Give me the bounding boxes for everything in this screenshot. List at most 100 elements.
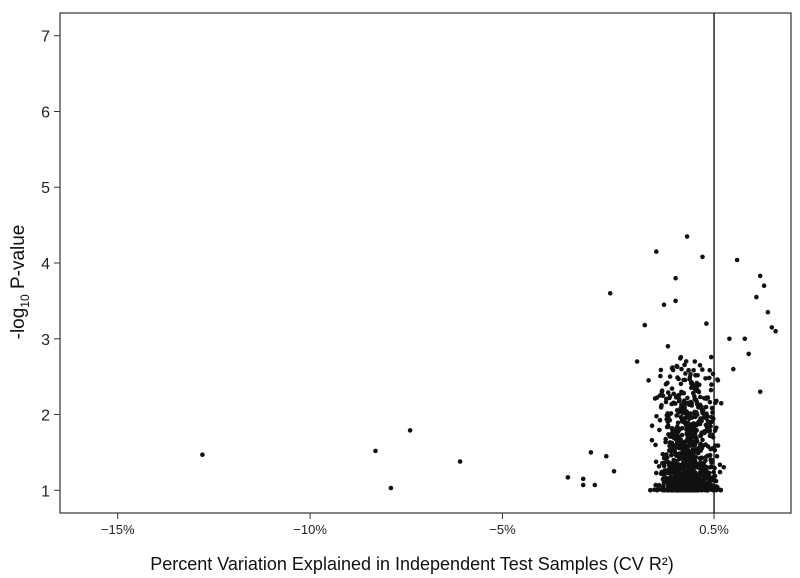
- y-axis-title: -log10 P-value: [8, 225, 32, 340]
- data-point: [697, 402, 703, 408]
- data-point: [407, 428, 413, 433]
- data-point: [664, 455, 670, 461]
- data-point: [687, 485, 692, 491]
- data-point: [710, 410, 715, 415]
- data-point: [718, 487, 724, 493]
- data-point: [683, 359, 689, 364]
- data-point: [692, 386, 698, 392]
- data-point: [665, 483, 671, 488]
- data-point: [702, 429, 707, 434]
- data-point: [711, 483, 717, 489]
- data-point: [675, 470, 680, 476]
- data-point: [691, 448, 697, 454]
- data-point: [707, 433, 713, 439]
- data-point: [704, 425, 710, 430]
- data-point: [706, 429, 712, 434]
- data-point: [676, 398, 682, 404]
- data-point: [674, 363, 679, 369]
- data-point: [692, 473, 698, 479]
- data-point: [660, 393, 666, 399]
- x-tick-label: −10%: [293, 522, 327, 537]
- data-point: [757, 389, 763, 395]
- data-point: [718, 401, 724, 406]
- data-point: [699, 483, 705, 489]
- data-point: [695, 450, 701, 456]
- data-point: [200, 452, 205, 458]
- data-point: [685, 395, 690, 401]
- data-point: [703, 404, 709, 410]
- data-point: [659, 388, 665, 394]
- data-point: [673, 275, 678, 281]
- y-tick-label: 1: [41, 483, 50, 500]
- data-point: [690, 488, 696, 493]
- data-point: [675, 424, 680, 429]
- data-point: [704, 321, 709, 326]
- data-point: [646, 378, 651, 383]
- data-point: [674, 453, 680, 459]
- data-point: [666, 414, 671, 420]
- data-point: [707, 420, 712, 426]
- data-point: [588, 450, 594, 455]
- data-point: [727, 336, 732, 342]
- data-point: [710, 371, 716, 377]
- data-point: [373, 448, 378, 454]
- data-point: [700, 367, 705, 372]
- data-point: [689, 459, 694, 464]
- data-point: [673, 298, 678, 304]
- data-point: [692, 439, 697, 444]
- data-point: [703, 415, 709, 421]
- data-point: [674, 408, 680, 413]
- data-point: [702, 396, 707, 401]
- data-point: [714, 454, 720, 459]
- data-point: [388, 485, 394, 491]
- data-point: [678, 455, 683, 461]
- data-point: [654, 395, 660, 400]
- data-point: [698, 459, 703, 465]
- data-point: [669, 452, 674, 458]
- data-point: [457, 459, 463, 464]
- data-point: [665, 344, 671, 349]
- data-point: [611, 469, 617, 474]
- data-point: [706, 480, 712, 485]
- data-point: [653, 442, 658, 448]
- data-point: [691, 368, 696, 373]
- data-point: [682, 362, 687, 368]
- data-point: [731, 366, 736, 372]
- y-tick-label: 2: [41, 408, 50, 425]
- data-point: [679, 389, 684, 395]
- y-tick-label: 4: [41, 256, 50, 273]
- data-point: [667, 374, 673, 379]
- data-point: [703, 454, 709, 460]
- data-point: [665, 380, 670, 386]
- data-point: [678, 381, 684, 387]
- data-point: [693, 478, 699, 483]
- data-point: [712, 443, 718, 449]
- data-point: [712, 428, 718, 433]
- data-point: [671, 476, 677, 482]
- data-point: [676, 376, 681, 382]
- y-tick-label: 3: [41, 332, 50, 349]
- data-point: [679, 432, 685, 438]
- data-point: [703, 376, 708, 381]
- data-point: [696, 472, 702, 477]
- data-point: [698, 455, 704, 461]
- data-point: [693, 373, 698, 378]
- data-point: [667, 479, 672, 484]
- data-point: [669, 401, 674, 407]
- data-point: [672, 461, 678, 466]
- y-axis: 1 2 3 4 5 6 7: [41, 29, 60, 500]
- data-point: [660, 451, 666, 457]
- data-point: [694, 461, 700, 467]
- data-point: [665, 424, 671, 430]
- data-point: [712, 465, 717, 471]
- y-axis-title-suffix: P-value: [8, 225, 29, 295]
- data-point: [661, 487, 666, 493]
- data-point: [658, 373, 663, 379]
- data-point: [663, 399, 669, 405]
- data-point: [683, 487, 689, 493]
- y-tick-label: 6: [41, 104, 50, 121]
- data-point: [672, 480, 677, 486]
- data-point: [679, 366, 684, 372]
- data-point: [761, 283, 767, 289]
